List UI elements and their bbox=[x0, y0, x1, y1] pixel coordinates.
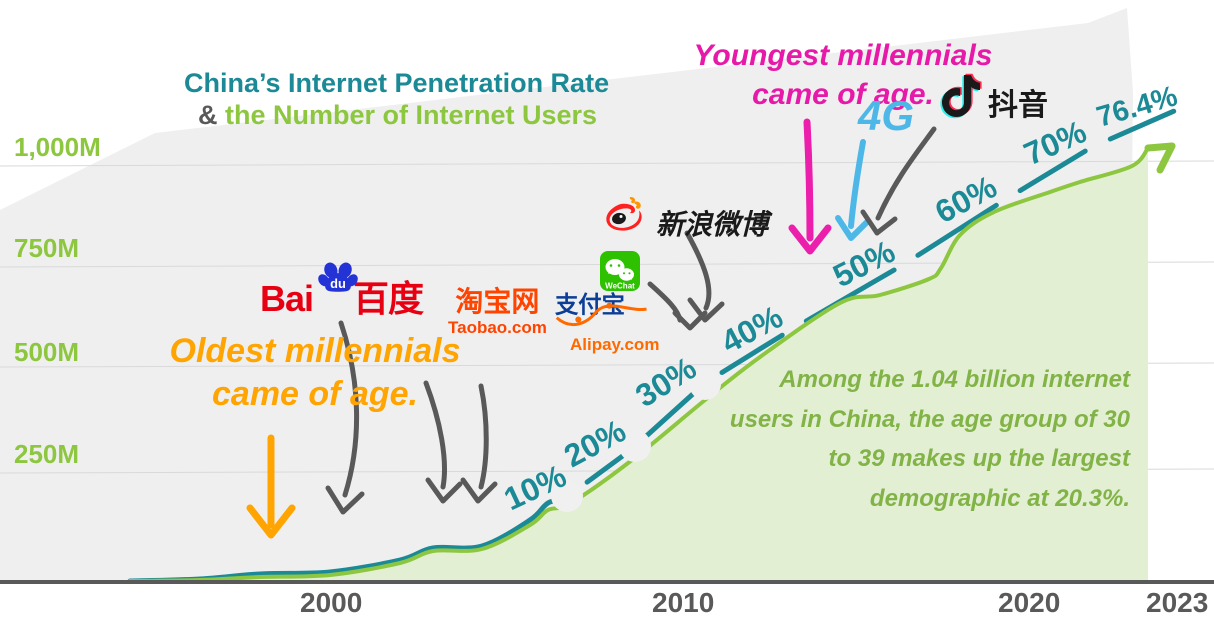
svg-text:WeChat: WeChat bbox=[605, 282, 635, 291]
svg-text:支付宝: 支付宝 bbox=[555, 291, 625, 318]
svg-text:du: du bbox=[330, 276, 346, 291]
